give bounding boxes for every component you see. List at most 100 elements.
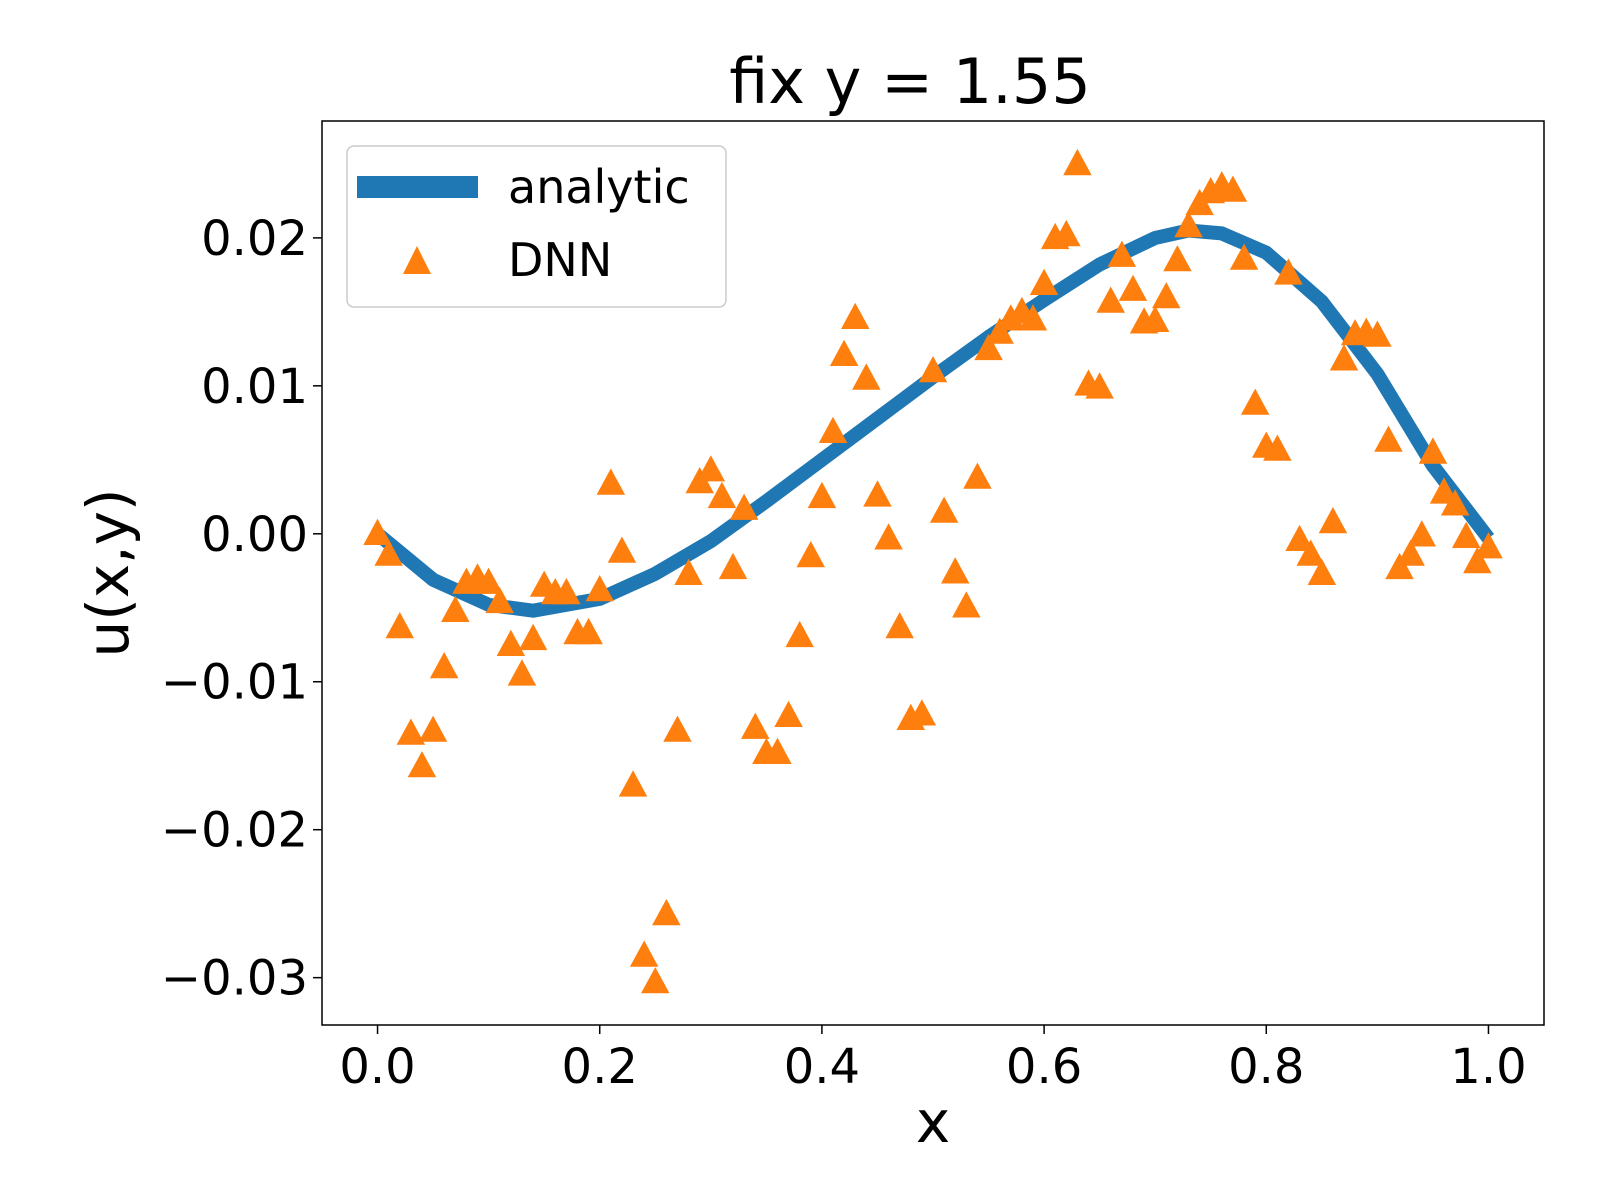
dnn-point (363, 518, 392, 545)
dnn-point (1285, 524, 1314, 551)
dnn-point (863, 480, 892, 507)
dnn-point (1174, 211, 1203, 238)
dnn-point (1240, 388, 1270, 415)
dnn-point (1263, 434, 1292, 461)
plot-area (321, 120, 1545, 1026)
dnn-point (1052, 219, 1081, 247)
x-tick-label: 0.4 (784, 1039, 860, 1095)
dnn-point (396, 718, 426, 745)
dnn-point (474, 567, 503, 594)
dnn-point (1363, 320, 1392, 347)
dnn-point (1063, 148, 1092, 176)
dnn-point (907, 699, 937, 726)
dnn-point (385, 612, 414, 639)
dnn-point (1474, 532, 1503, 559)
y-tick-label: −0.02 (161, 803, 308, 859)
dnn-point (918, 356, 948, 383)
dnn-point (774, 700, 803, 727)
x-tick-label: 0.6 (1006, 1039, 1082, 1095)
dnn-point (1163, 245, 1192, 272)
dnn-point (574, 617, 603, 645)
dnn-point (1407, 520, 1436, 547)
dnn-point (1385, 552, 1414, 580)
legend-dnn-label: DNN (508, 233, 612, 287)
dnn-point (407, 751, 437, 778)
dnn-point (618, 770, 648, 797)
dnn-point (974, 333, 1003, 361)
dnn-point (1463, 546, 1492, 574)
dnn-point (1096, 286, 1125, 313)
dnn-point (652, 899, 681, 926)
dnn-point (585, 575, 614, 602)
legend: analytic DNN (346, 145, 727, 308)
plot-frame (321, 120, 1545, 1026)
dnn-point (1440, 489, 1470, 516)
dnn-point (374, 539, 403, 566)
dnn-point (807, 481, 837, 509)
dnn-point (841, 302, 870, 329)
y-tick-label: −0.01 (161, 655, 308, 711)
dnn-point (629, 940, 659, 967)
dnn-point (1118, 274, 1148, 301)
y-tick-label: 0.02 (201, 211, 308, 267)
dnn-point (607, 536, 637, 563)
x-axis-label: x (916, 1088, 950, 1156)
dnn-point (429, 652, 459, 679)
dnn-point (963, 462, 992, 489)
dnn-point (418, 715, 448, 742)
x-tick-label: 0.0 (339, 1039, 415, 1095)
dnn-point (663, 715, 692, 742)
dnn-point (874, 523, 903, 550)
dnn-point (1085, 372, 1114, 399)
dnn-point (985, 317, 1014, 344)
dnn-point (1274, 258, 1303, 285)
chart-title: fix y = 1.55 (729, 45, 1091, 118)
dnn-point (596, 468, 626, 495)
dnn-point (885, 612, 914, 639)
dnn-point (1396, 539, 1425, 566)
x-axis: 0.0 0.2 0.4 0.6 0.8 1.0 (339, 1025, 1527, 1095)
series-layer (363, 148, 1503, 994)
dnn-point (1418, 437, 1448, 464)
y-tick-label: −0.03 (161, 951, 308, 1007)
dnn-point (941, 557, 970, 584)
dnn-point (818, 416, 848, 443)
dnn-point (1329, 344, 1359, 371)
dnn-point (929, 496, 959, 523)
dnn-point (496, 629, 526, 656)
dnn-point (1307, 558, 1337, 585)
dnn-point (829, 339, 859, 366)
dnn-point (696, 455, 726, 482)
dnn-point (952, 591, 981, 618)
dnn-point (1018, 304, 1048, 331)
x-tick-label: 1.0 (1450, 1039, 1526, 1095)
dnn-point (1452, 521, 1481, 548)
dnn-point (641, 967, 670, 994)
dnn-point (718, 552, 748, 580)
y-axis-label: u(x,y) (74, 488, 142, 657)
y-tick-label: 0.01 (201, 359, 308, 415)
dnn-point (552, 578, 581, 605)
dnn-point (1318, 507, 1348, 534)
dnn-point (1107, 240, 1137, 267)
x-tick-label: 0.8 (1228, 1039, 1304, 1095)
dnn-point (1152, 282, 1181, 309)
dnn-point (441, 595, 470, 622)
y-tick-label: 0.00 (201, 507, 308, 563)
dnn-point (707, 481, 737, 509)
dnn-point (1229, 243, 1259, 270)
y-axis: −0.03 −0.02 −0.01 0.00 0.01 0.02 (161, 211, 322, 1007)
dnn-point (741, 712, 770, 739)
legend-analytic-label: analytic (508, 160, 690, 214)
dnn-point (518, 623, 548, 651)
dnn-point (1218, 175, 1248, 202)
dnn-point (1296, 539, 1325, 566)
dnn-point (796, 541, 825, 568)
dnn-point (785, 620, 814, 648)
dnn-point (507, 659, 537, 686)
dnn-point (852, 363, 881, 390)
dnn-point (1029, 268, 1059, 295)
dnn-point (1140, 305, 1170, 332)
